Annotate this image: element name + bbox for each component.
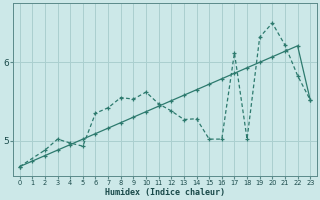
X-axis label: Humidex (Indice chaleur): Humidex (Indice chaleur) bbox=[105, 188, 225, 197]
